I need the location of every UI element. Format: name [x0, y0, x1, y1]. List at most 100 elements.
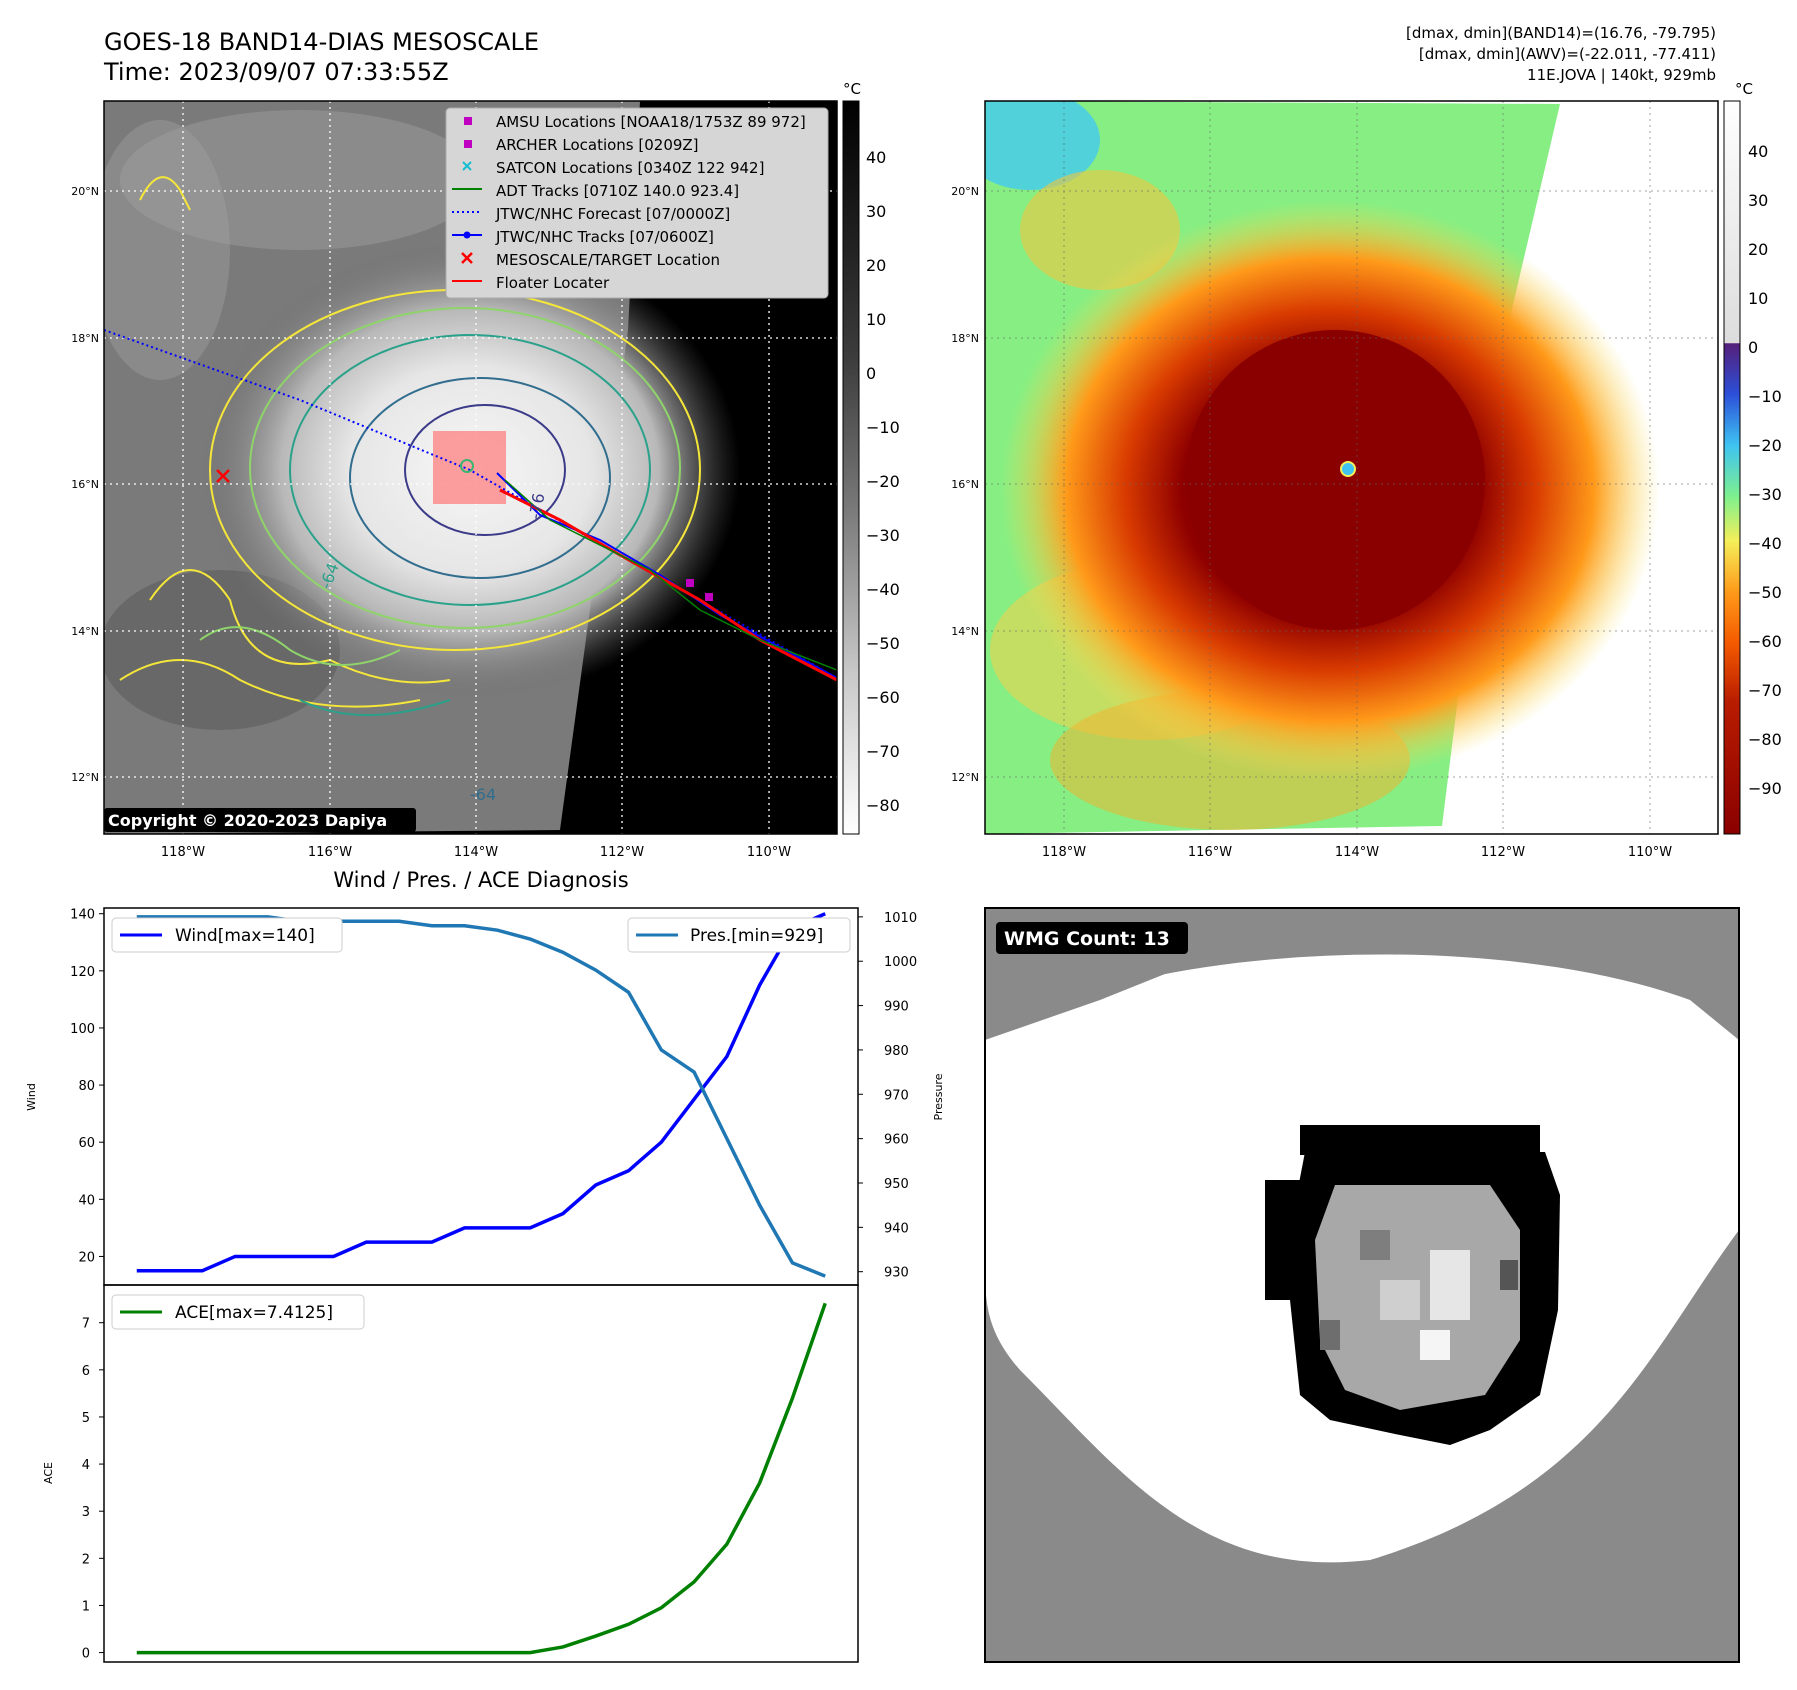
ir-colorbar-unit: °C: [843, 80, 861, 98]
copyright-text: Copyright © 2020-2023 Dapiya: [108, 811, 387, 830]
ace-legend-label: ACE[max=7.4125]: [175, 1303, 333, 1323]
awv-eye: [1340, 461, 1356, 477]
svg-text:−20: −20: [1748, 436, 1782, 455]
svg-text:18°N: 18°N: [71, 332, 99, 345]
svg-text:118°W: 118°W: [1042, 845, 1086, 860]
wmg-panel: [985, 908, 1739, 1662]
svg-text:112°W: 112°W: [600, 845, 644, 860]
storm-center: [460, 459, 474, 473]
ace-tick-label: 0: [82, 1647, 90, 1662]
wind-legend: Wind[max=140]: [111, 917, 343, 953]
svg-text:20: 20: [866, 256, 886, 275]
pressure-tick-label: 930: [884, 1266, 909, 1281]
ace-tick-label: 4: [82, 1458, 90, 1473]
svg-text:−60: −60: [1748, 632, 1782, 651]
ace-tick-label: 6: [82, 1364, 90, 1379]
svg-text:110°W: 110°W: [747, 845, 791, 860]
pressure-tick-label: 990: [884, 1000, 909, 1015]
title-line-2: Time: 2023/09/07 07:33:55Z: [103, 58, 449, 86]
legend-amsu: AMSU Locations [NOAA18/1753Z 89 972]: [496, 113, 806, 131]
floater-box: [433, 431, 506, 504]
svg-text:20°N: 20°N: [951, 185, 979, 198]
pressure-tick-label: 980: [884, 1044, 909, 1059]
map-legend: AMSU Locations [NOAA18/1753Z 89 972] ARC…: [445, 107, 829, 299]
svg-text:18°N: 18°N: [951, 332, 979, 345]
pressure-axis-ticks: 930 940 950 960 970 980 990 1000 1010: [858, 911, 917, 1281]
wind-tick-label: 20: [78, 1250, 95, 1265]
awv-map: [985, 101, 1718, 834]
stats-line-1: [dmax, dmin](BAND14)=(16.76, -79.795): [1406, 24, 1716, 42]
svg-text:−50: −50: [866, 634, 900, 653]
wind-tick-label: 120: [70, 965, 95, 980]
svg-text:−70: −70: [866, 742, 900, 761]
ace-tick-label: 5: [82, 1411, 90, 1426]
amsu-marker: [686, 579, 694, 587]
svg-text:10: 10: [866, 310, 886, 329]
awv-lat-labels: 20°N 18°N 16°N 14°N 12°N: [951, 185, 979, 784]
contour-label-3: -64: [470, 785, 496, 804]
copyright-box: [104, 808, 416, 832]
svg-text:12°N: 12°N: [71, 771, 99, 784]
pressure-tick-label: 1010: [884, 911, 917, 926]
ace-axis-label: ACE: [42, 1462, 55, 1484]
legend-tracks: JTWC/NHC Tracks [07/0600Z]: [495, 228, 714, 246]
legend-satcon: SATCON Locations [0340Z 122 942]: [496, 159, 764, 177]
target-marker: [216, 469, 230, 483]
ir-map-frame: [103, 100, 838, 835]
ace-line: [136, 1302, 827, 1655]
svg-text:110°W: 110°W: [1628, 845, 1672, 860]
wind-axis-ticks: 20 40 60 80 100 120 140: [70, 908, 104, 1265]
svg-text:−30: −30: [866, 526, 900, 545]
wmg-badge: [996, 922, 1188, 954]
svg-text:40: 40: [866, 148, 886, 167]
svg-text:−40: −40: [1748, 534, 1782, 553]
archer-marker: [705, 593, 713, 601]
ace-frame: [103, 1284, 859, 1663]
wind-tick-label: 140: [70, 908, 95, 923]
svg-text:−30: −30: [1748, 485, 1782, 504]
svg-text:16°N: 16°N: [951, 478, 979, 491]
pressure-series-line: [136, 915, 826, 1278]
svg-text:10: 10: [1748, 289, 1768, 308]
svg-text:−80: −80: [866, 796, 900, 815]
ace-tick-label: 2: [82, 1552, 90, 1567]
wind-pressure-lines: [136, 912, 826, 1278]
wind-tick-label: 80: [78, 1079, 95, 1094]
diagnosis-title: Wind / Pres. / ACE Diagnosis: [333, 868, 628, 892]
svg-text:0: 0: [866, 364, 876, 383]
awv-lon-labels: 118°W 116°W 114°W 112°W 110°W: [1042, 845, 1672, 860]
awv-gridlines: [985, 101, 1718, 834]
awv-colorbar: [1723, 100, 1741, 835]
svg-text:16°N: 16°N: [71, 478, 99, 491]
pressure-axis-label: Pressure: [932, 1073, 945, 1120]
svg-text:−60: −60: [866, 688, 900, 707]
legend-target: MESOSCALE/TARGET Location: [496, 251, 720, 269]
wind-tick-label: 60: [78, 1136, 95, 1151]
svg-text:0: 0: [1748, 338, 1758, 357]
wind-tick-label: 100: [70, 1022, 95, 1037]
svg-text:118°W: 118°W: [161, 845, 205, 860]
legend-floater: Floater Locater: [496, 274, 610, 292]
svg-text:−50: −50: [1748, 583, 1782, 602]
pressure-tick-label: 950: [884, 1177, 909, 1192]
svg-text:116°W: 116°W: [308, 845, 352, 860]
ir-lon-labels: 118°W 116°W 114°W 112°W 110°W: [161, 845, 791, 860]
ir-colorbar-ticks: 40 30 20 10 0 −10 −20 −30 −40 −50 −60 −7…: [866, 148, 900, 815]
forecast-track: [104, 329, 837, 679]
svg-text:−80: −80: [1748, 730, 1782, 749]
wmg-frame: [984, 907, 1740, 1663]
stats-line-2: [dmax, dmin](AWV)=(-22.011, -77.411): [1419, 45, 1716, 63]
title-line-1: GOES-18 BAND14-DIAS MESOSCALE: [104, 28, 539, 56]
svg-text:114°W: 114°W: [1335, 845, 1379, 860]
ace-series-line: [136, 1302, 827, 1655]
svg-text:40: 40: [1748, 142, 1768, 161]
svg-text:−10: −10: [1748, 387, 1782, 406]
stats-line-3: 11E.JOVA | 140kt, 929mb: [1527, 66, 1716, 84]
svg-text:30: 30: [866, 202, 886, 221]
svg-text:112°W: 112°W: [1481, 845, 1525, 860]
svg-text:12°N: 12°N: [951, 771, 979, 784]
svg-text:14°N: 14°N: [951, 625, 979, 638]
pressure-tick-label: 970: [884, 1088, 909, 1103]
svg-text:116°W: 116°W: [1188, 845, 1232, 860]
